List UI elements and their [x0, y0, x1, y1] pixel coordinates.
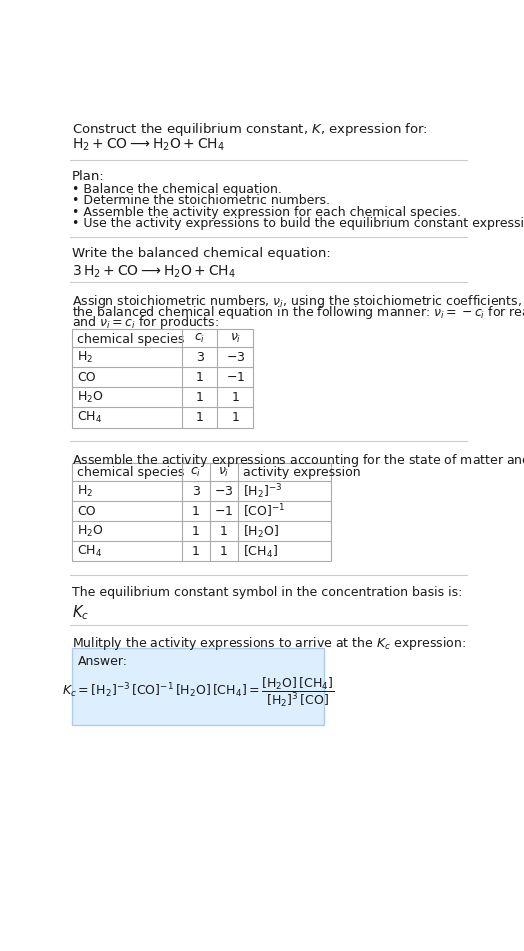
Text: 1: 1	[220, 525, 227, 538]
Text: $\mathrm{H_2O}$: $\mathrm{H_2O}$	[77, 390, 104, 405]
Text: $K_c = [\mathrm{H_2}]^{-3}\,[\mathrm{CO}]^{-1}\,[\mathrm{H_2O}]\,[\mathrm{CH_4}]: $K_c = [\mathrm{H_2}]^{-3}\,[\mathrm{CO}…	[62, 676, 334, 709]
Text: Write the balanced chemical equation:: Write the balanced chemical equation:	[72, 247, 331, 261]
Text: $-1$: $-1$	[226, 371, 245, 384]
Text: chemical species: chemical species	[77, 466, 184, 478]
Text: 1: 1	[195, 411, 203, 424]
Text: 1: 1	[220, 545, 227, 558]
Text: • Determine the stoichiometric numbers.: • Determine the stoichiometric numbers.	[72, 194, 330, 207]
Text: $[\mathrm{H_2}]^{-3}$: $[\mathrm{H_2}]^{-3}$	[243, 482, 282, 501]
Text: $[\mathrm{CH_4}]$: $[\mathrm{CH_4}]$	[243, 543, 278, 559]
Text: $[\mathrm{H_2O}]$: $[\mathrm{H_2O}]$	[243, 523, 279, 539]
Text: 1: 1	[231, 411, 239, 424]
Text: $-3$: $-3$	[225, 351, 245, 364]
Text: and $\nu_i = c_i$ for products:: and $\nu_i = c_i$ for products:	[72, 315, 219, 331]
Text: 3: 3	[192, 485, 200, 498]
Text: $\mathrm{3\,H_2 + CO \longrightarrow H_2O + CH_4}$: $\mathrm{3\,H_2 + CO \longrightarrow H_2…	[72, 263, 236, 280]
Bar	[72, 463, 331, 561]
Bar	[72, 329, 253, 428]
Text: Assign stoichiometric numbers, $\nu_i$, using the stoichiometric coefficients, $: Assign stoichiometric numbers, $\nu_i$, …	[72, 293, 524, 310]
Text: 1: 1	[192, 505, 200, 518]
Text: • Balance the chemical equation.: • Balance the chemical equation.	[72, 183, 281, 196]
Text: $\mathrm{CH_4}$: $\mathrm{CH_4}$	[77, 544, 102, 559]
Text: • Use the activity expressions to build the equilibrium constant expression.: • Use the activity expressions to build …	[72, 217, 524, 230]
Text: $\mathrm{CH_4}$: $\mathrm{CH_4}$	[77, 410, 102, 425]
Text: $\mathrm{H_2 + CO \longrightarrow H_2O + CH_4}$: $\mathrm{H_2 + CO \longrightarrow H_2O +…	[72, 136, 225, 153]
Text: Construct the equilibrium constant, $K$, expression for:: Construct the equilibrium constant, $K$,…	[72, 121, 428, 138]
Text: $-1$: $-1$	[214, 505, 233, 518]
Text: $c_i$: $c_i$	[194, 332, 205, 345]
Text: activity expression: activity expression	[243, 466, 361, 478]
Text: $K_c$: $K_c$	[72, 603, 89, 622]
Text: $\nu_i$: $\nu_i$	[218, 466, 230, 478]
Text: CO: CO	[77, 371, 96, 384]
Text: $c_i$: $c_i$	[190, 466, 201, 478]
Text: $\nu_i$: $\nu_i$	[230, 332, 241, 345]
Text: 1: 1	[192, 525, 200, 538]
Text: $\mathrm{H_2}$: $\mathrm{H_2}$	[77, 484, 93, 499]
Bar	[72, 648, 324, 725]
Text: $\mathrm{H_2}$: $\mathrm{H_2}$	[77, 350, 93, 365]
Text: $-3$: $-3$	[214, 485, 233, 498]
Text: CO: CO	[77, 505, 96, 518]
Text: the balanced chemical equation in the following manner: $\nu_i = -c_i$ for react: the balanced chemical equation in the fo…	[72, 303, 524, 320]
Text: Mulitply the activity expressions to arrive at the $K_c$ expression:: Mulitply the activity expressions to arr…	[72, 635, 466, 652]
Text: Answer:: Answer:	[78, 654, 128, 668]
Text: 1: 1	[195, 371, 203, 384]
Text: $\mathrm{H_2O}$: $\mathrm{H_2O}$	[77, 524, 104, 539]
Text: 1: 1	[195, 391, 203, 404]
Text: The equilibrium constant symbol in the concentration basis is:: The equilibrium constant symbol in the c…	[72, 586, 462, 599]
Text: 3: 3	[195, 351, 203, 364]
Text: 1: 1	[192, 545, 200, 558]
Text: • Assemble the activity expression for each chemical species.: • Assemble the activity expression for e…	[72, 205, 461, 219]
Text: 1: 1	[231, 391, 239, 404]
Text: $[\mathrm{CO}]^{-1}$: $[\mathrm{CO}]^{-1}$	[243, 503, 286, 520]
Text: Assemble the activity expressions accounting for the state of matter and $\nu_i$: Assemble the activity expressions accoun…	[72, 452, 524, 469]
Text: chemical species: chemical species	[77, 333, 184, 346]
Text: Plan:: Plan:	[72, 170, 104, 184]
